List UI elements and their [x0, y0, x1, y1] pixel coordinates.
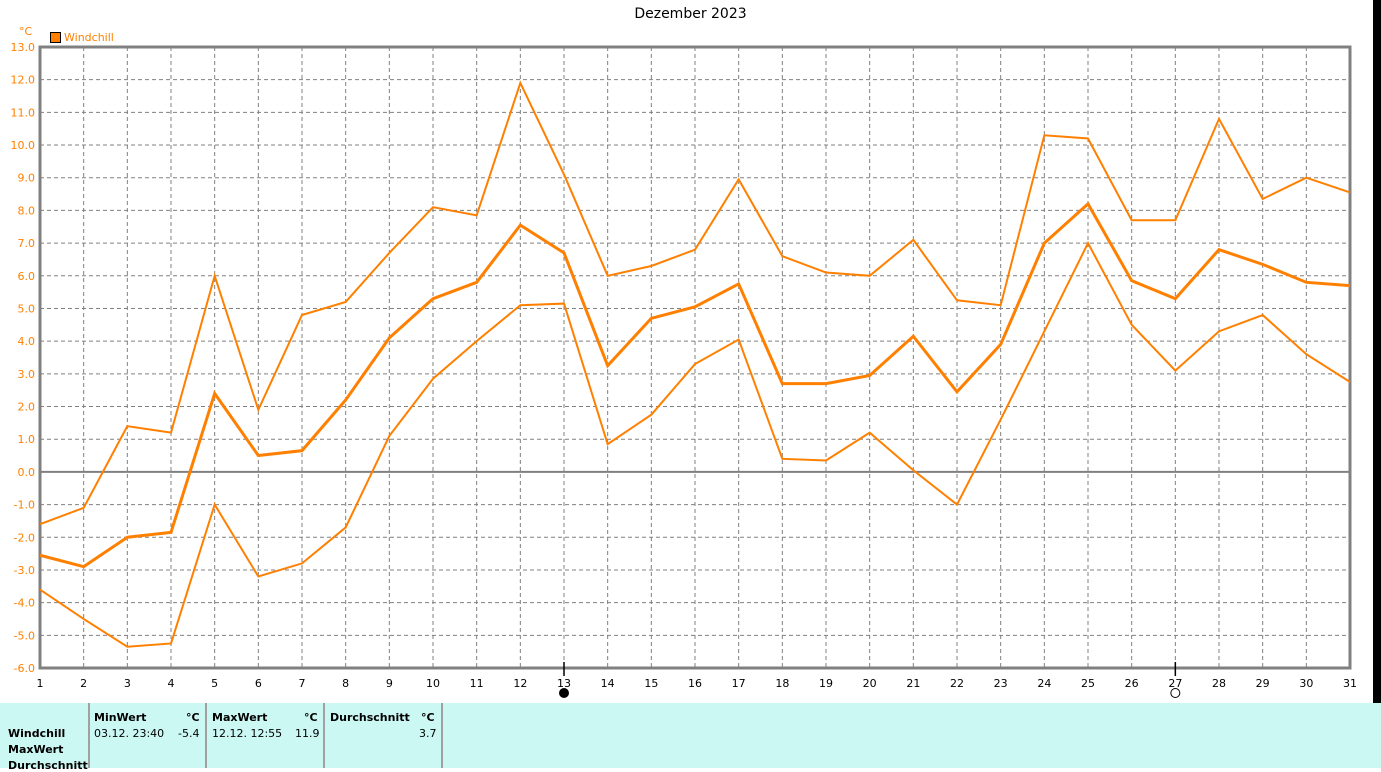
column-divider — [441, 703, 443, 768]
min-header: MinWert — [94, 711, 147, 724]
max-time: 12.12. 12:55 — [212, 727, 283, 740]
x-tick-label: 21 — [906, 677, 920, 690]
row-label-durchschnitt: Durchschnitt — [8, 759, 88, 772]
x-tick-label: 20 — [863, 677, 877, 690]
min-time: 03.12. 23:40 — [94, 727, 165, 740]
column-divider — [205, 703, 207, 768]
y-tick-label: 5.0 — [18, 302, 36, 315]
max-unit: °C — [304, 711, 318, 724]
legend-swatch — [50, 32, 61, 43]
x-tick-label: 8 — [342, 677, 349, 690]
max-header: MaxWert — [212, 711, 268, 724]
y-tick-label: 1.0 — [18, 433, 36, 446]
x-tick-label: 14 — [601, 677, 615, 690]
y-tick-label: 6.0 — [18, 270, 36, 283]
y-tick-label: 10.0 — [11, 139, 36, 152]
summary-table: Windchill MaxWert Durchschnitt MinWert °… — [0, 703, 1381, 772]
y-tick-label: -3.0 — [14, 564, 35, 577]
y-tick-label: -5.0 — [14, 629, 35, 642]
series-line-max — [39, 80, 1351, 526]
min-unit: °C — [186, 711, 200, 724]
x-tick-label: 22 — [950, 677, 964, 690]
column-divider — [88, 703, 90, 768]
x-tick-label: 27 — [1168, 677, 1182, 690]
y-tick-label: 9.0 — [18, 172, 36, 185]
window-edge — [1373, 0, 1381, 703]
x-tick-label: 23 — [994, 677, 1008, 690]
line-chart: -6.0 -5.0 -4.0 -3.0 -2.0 -1.0 0.0 1.0 2.0 3.0 4.0 5… — [11, 41, 1357, 698]
chart-title: Dezember 2023 — [634, 6, 747, 22]
y-tick-label: -1.0 — [14, 499, 35, 512]
avg-unit: °C — [421, 711, 435, 724]
y-tick-label: -6.0 — [14, 662, 35, 675]
y-tick-label: -2.0 — [14, 531, 35, 544]
series-line-mean — [39, 201, 1351, 569]
y-tick-label: 11.0 — [11, 106, 36, 119]
x-tick-label: 12 — [513, 677, 527, 690]
x-tick-label: 1 — [37, 677, 44, 690]
y-tick-label: 12.0 — [11, 74, 36, 87]
x-tick-label: 16 — [688, 677, 702, 690]
x-tick-label: 6 — [255, 677, 262, 690]
x-tick-label: 5 — [211, 677, 218, 690]
x-tick-label: 18 — [775, 677, 789, 690]
x-tick-label: 25 — [1081, 677, 1095, 690]
y-tick-label: 0.0 — [18, 466, 36, 479]
x-tick-label: 26 — [1125, 677, 1139, 690]
new-moon-icon — [559, 688, 569, 698]
y-tick-label: 4.0 — [18, 335, 36, 348]
x-tick-label: 19 — [819, 677, 833, 690]
series-line-min — [39, 240, 1351, 648]
x-tick-label: 7 — [299, 677, 306, 690]
x-tick-label: 28 — [1212, 677, 1226, 690]
x-tick-label: 10 — [426, 677, 440, 690]
max-value: 11.9 — [295, 727, 320, 740]
row-label-maxwert: MaxWert — [8, 743, 64, 756]
x-tick-label: 24 — [1037, 677, 1051, 690]
x-tick-label: 29 — [1256, 677, 1270, 690]
x-tick-label: 15 — [644, 677, 658, 690]
y-tick-label: 3.0 — [18, 368, 36, 381]
legend: Windchill — [50, 31, 114, 44]
y-tick-label: 2.0 — [18, 401, 36, 414]
x-tick-label: 9 — [386, 677, 393, 690]
x-tick-label: 4 — [168, 677, 175, 690]
y-tick-label: 7.0 — [18, 237, 36, 250]
column-divider — [323, 703, 325, 768]
avg-header: Durchschnitt — [330, 711, 410, 724]
x-tick-label: 2 — [80, 677, 87, 690]
x-tick-label: 13 — [557, 677, 571, 690]
row-label-windchill: Windchill — [8, 727, 66, 740]
y-tick-label: 13.0 — [11, 41, 36, 54]
avg-value: 3.7 — [419, 727, 437, 740]
y-axis-unit: °C — [19, 25, 33, 38]
y-tick-label: 8.0 — [18, 204, 36, 217]
x-tick-label: 31 — [1343, 677, 1357, 690]
x-tick-label: 17 — [732, 677, 746, 690]
min-value: -5.4 — [178, 727, 200, 740]
legend-label: Windchill — [64, 31, 114, 44]
y-tick-label: -4.0 — [14, 597, 35, 610]
plot-frame — [38, 45, 1352, 670]
x-tick-label: 30 — [1299, 677, 1313, 690]
x-tick-label: 3 — [124, 677, 131, 690]
x-tick-label: 11 — [470, 677, 484, 690]
full-moon-icon — [1170, 688, 1181, 698]
